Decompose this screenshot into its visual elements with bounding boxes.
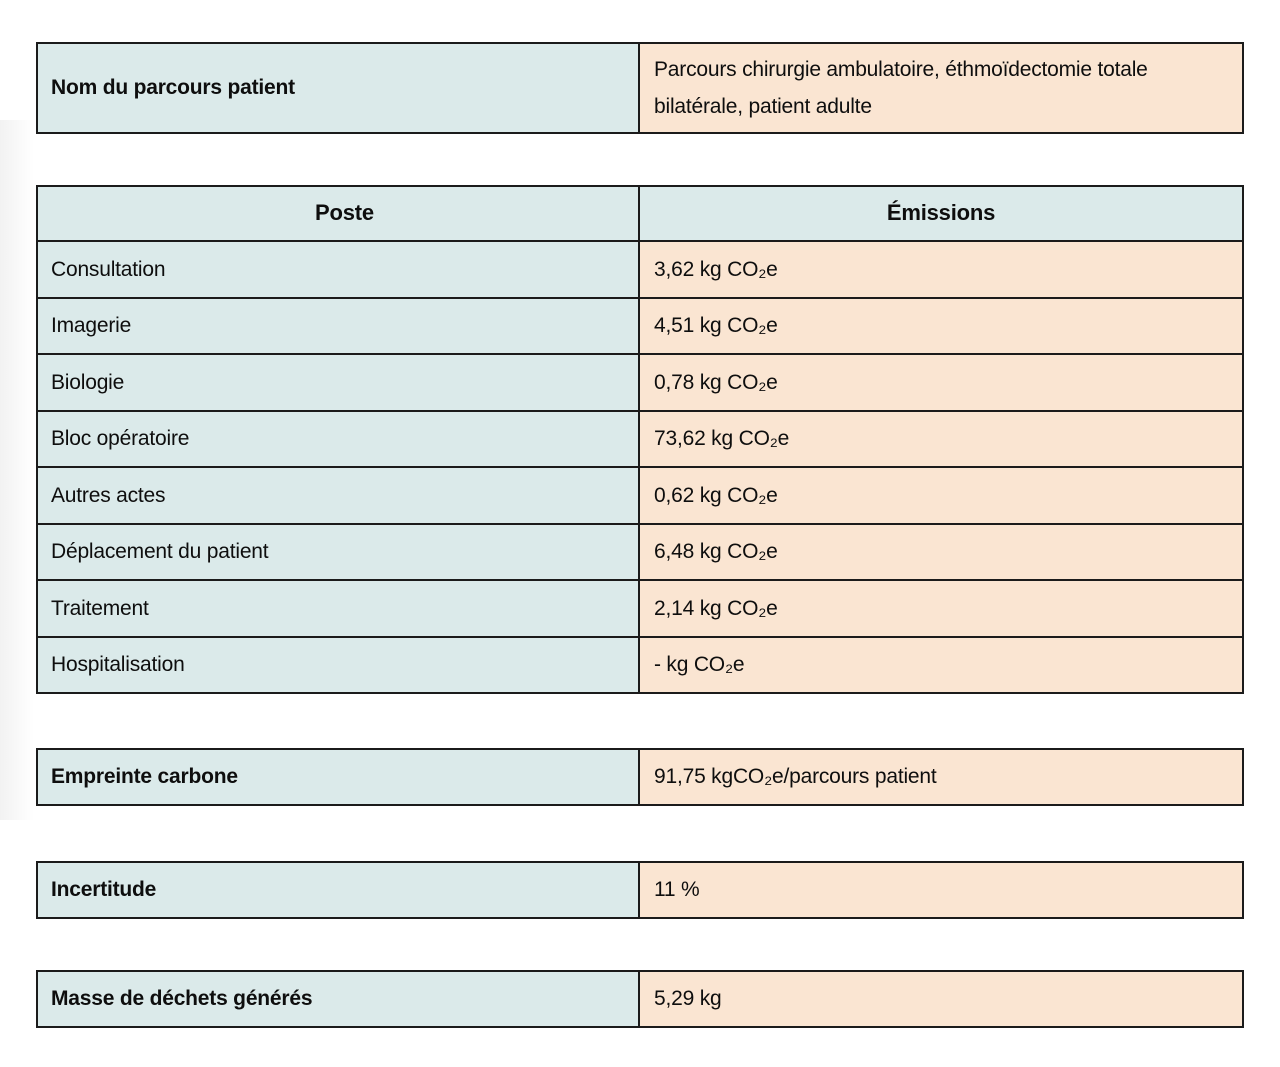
table-row: Consultation 3,62 kg CO₂e [38, 242, 1242, 299]
table-row: Autres actes 0,62 kg CO₂e [38, 468, 1242, 525]
pathway-name-value: Parcours chirurgie ambulatoire, éthmoïde… [640, 44, 1242, 132]
emissions-table: Poste Émissions Consultation 3,62 kg CO₂… [36, 185, 1244, 694]
table-row: Empreinte carbone 91,75 kgCO₂e/parcours … [38, 750, 1242, 804]
emissions-table-header: Poste Émissions [38, 187, 1242, 242]
table-row: Hospitalisation - kg CO₂e [38, 637, 1242, 692]
poste-cell: Biologie [38, 355, 640, 410]
pathway-name-label: Nom du parcours patient [38, 44, 640, 132]
table-row: Bloc opératoire 73,62 kg CO₂e [38, 411, 1242, 468]
poste-cell: Autres actes [38, 468, 640, 523]
poste-cell: Déplacement du patient [38, 524, 640, 579]
emissions-cell: 2,14 kg CO₂e [640, 581, 1242, 636]
table-row: Biologie 0,78 kg CO₂e [38, 355, 1242, 412]
poste-cell: Consultation [38, 242, 640, 297]
emissions-cell: 0,78 kg CO₂e [640, 355, 1242, 410]
pathway-name-table: Nom du parcours patient Parcours chirurg… [36, 42, 1244, 134]
waste-mass-value: 5,29 kg [640, 972, 1242, 1026]
table-row: Nom du parcours patient Parcours chirurg… [38, 44, 1242, 132]
waste-mass-label: Masse de déchets générés [38, 972, 640, 1026]
emissions-cell: - kg CO₂e [640, 637, 1242, 692]
emissions-cell: 73,62 kg CO₂e [640, 411, 1242, 466]
uncertainty-table: Incertitude 11 % [36, 861, 1244, 919]
uncertainty-label: Incertitude [38, 863, 640, 917]
waste-mass-table: Masse de déchets générés 5,29 kg [36, 970, 1244, 1028]
poste-cell: Hospitalisation [38, 637, 640, 692]
table-row: Masse de déchets générés 5,29 kg [38, 972, 1242, 1026]
column-header-poste: Poste [38, 187, 640, 240]
table-row: Traitement 2,14 kg CO₂e [38, 581, 1242, 638]
poste-cell: Bloc opératoire [38, 411, 640, 466]
uncertainty-value: 11 % [640, 863, 1242, 917]
table-row: Déplacement du patient 6,48 kg CO₂e [38, 524, 1242, 581]
poste-cell: Imagerie [38, 298, 640, 353]
table-row: Incertitude 11 % [38, 863, 1242, 917]
column-header-emissions: Émissions [640, 187, 1242, 240]
emissions-cell: 6,48 kg CO₂e [640, 524, 1242, 579]
carbon-footprint-table: Empreinte carbone 91,75 kgCO₂e/parcours … [36, 748, 1244, 806]
carbon-footprint-label: Empreinte carbone [38, 750, 640, 804]
emissions-cell: 0,62 kg CO₂e [640, 468, 1242, 523]
emissions-cell: 3,62 kg CO₂e [640, 242, 1242, 297]
emissions-cell: 4,51 kg CO₂e [640, 298, 1242, 353]
poste-cell: Traitement [38, 581, 640, 636]
carbon-footprint-value: 91,75 kgCO₂e/parcours patient [640, 750, 1242, 804]
table-row: Imagerie 4,51 kg CO₂e [38, 298, 1242, 355]
